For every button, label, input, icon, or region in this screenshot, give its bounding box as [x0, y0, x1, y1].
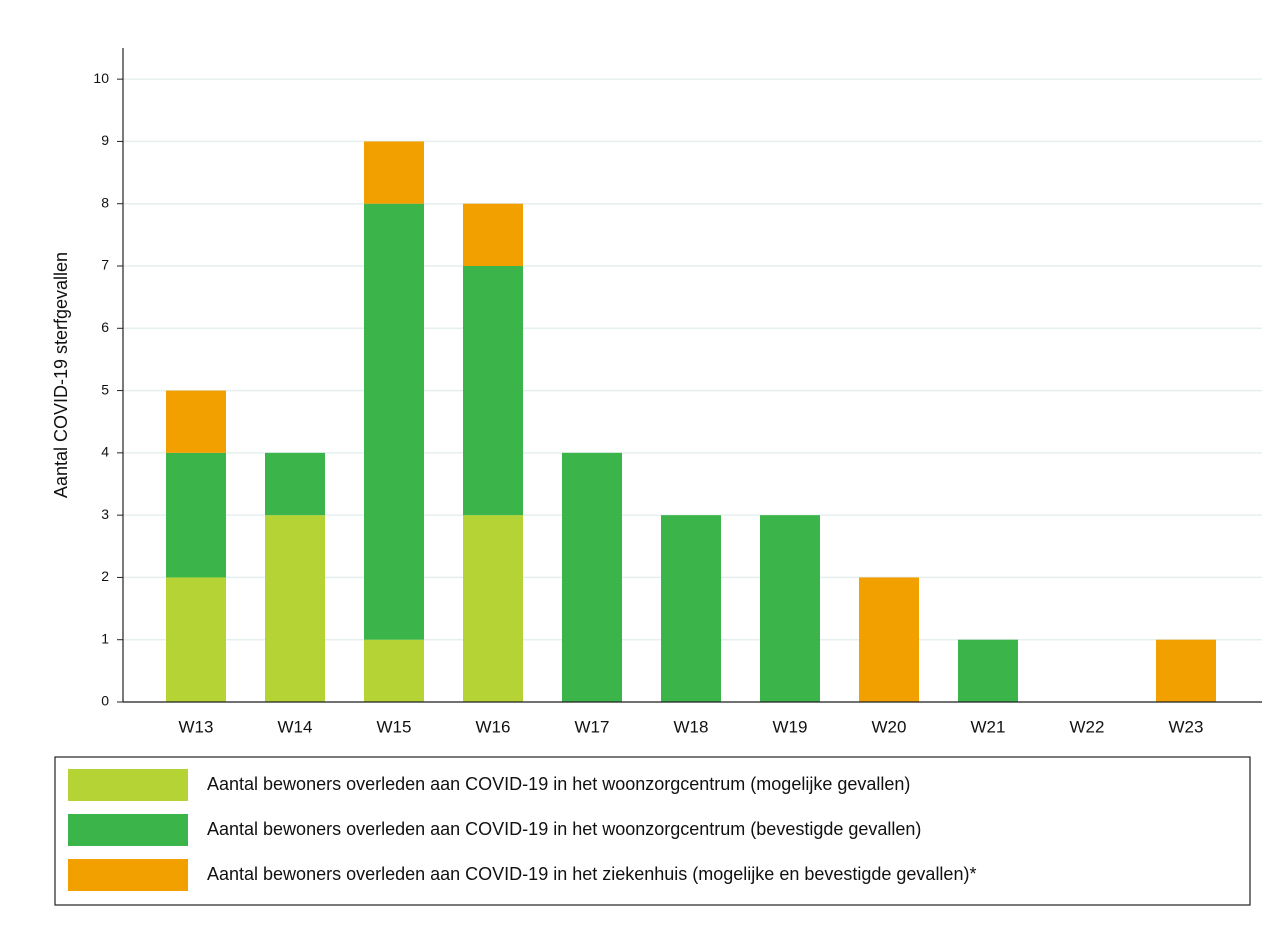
- bar-segment: [166, 390, 226, 453]
- x-tick-label: W14: [278, 717, 313, 736]
- y-tick-label: 7: [101, 257, 109, 273]
- y-tick-label: 6: [101, 319, 109, 335]
- y-tick-label: 0: [101, 693, 109, 709]
- x-tick-label: W15: [377, 717, 412, 736]
- bar-segment: [1156, 639, 1216, 702]
- legend-swatch: [68, 859, 188, 891]
- bar-segment: [166, 577, 226, 702]
- x-tick-label: W17: [575, 717, 610, 736]
- x-tick-label: W16: [476, 717, 511, 736]
- bar-segment: [562, 452, 622, 702]
- bar-segment: [364, 203, 424, 640]
- y-tick-label: 2: [101, 568, 109, 584]
- bar-segment: [463, 515, 523, 702]
- y-tick-label: 1: [101, 630, 109, 646]
- bar-segment: [364, 141, 424, 204]
- legend-label: Aantal bewoners overleden aan COVID-19 i…: [207, 864, 976, 884]
- bar-segment: [760, 515, 820, 702]
- bar-segment: [265, 452, 325, 516]
- bar-segment: [463, 203, 523, 266]
- y-tick-label: 9: [101, 132, 109, 148]
- legend-label: Aantal bewoners overleden aan COVID-19 i…: [207, 819, 921, 839]
- bar-segment: [958, 639, 1018, 702]
- legend-label: Aantal bewoners overleden aan COVID-19 i…: [207, 774, 910, 794]
- legend-swatch: [68, 814, 188, 846]
- bar-segment: [859, 577, 919, 702]
- legend-box: [54, 756, 1251, 906]
- y-tick-label: 3: [101, 506, 109, 522]
- x-tick-label: W21: [971, 717, 1006, 736]
- y-tick-label: 4: [101, 444, 109, 460]
- bar-segment: [265, 515, 325, 702]
- y-tick-label: 5: [101, 381, 109, 397]
- x-tick-label: W20: [872, 717, 907, 736]
- x-tick-label: W23: [1169, 717, 1204, 736]
- x-tick-label: W13: [179, 717, 214, 736]
- x-tick-label: W19: [773, 717, 808, 736]
- bar-segment: [364, 639, 424, 702]
- legend-swatch: [68, 769, 188, 801]
- bar-segment: [166, 452, 226, 578]
- x-tick-label: W18: [674, 717, 709, 736]
- bar-segment: [463, 266, 523, 516]
- x-tick-label: W22: [1070, 717, 1105, 736]
- y-axis-label: Aantal COVID-19 sterfgevallen: [51, 252, 71, 498]
- y-tick-label: 10: [93, 70, 109, 86]
- bar-segment: [661, 515, 721, 702]
- y-tick-label: 8: [101, 194, 109, 210]
